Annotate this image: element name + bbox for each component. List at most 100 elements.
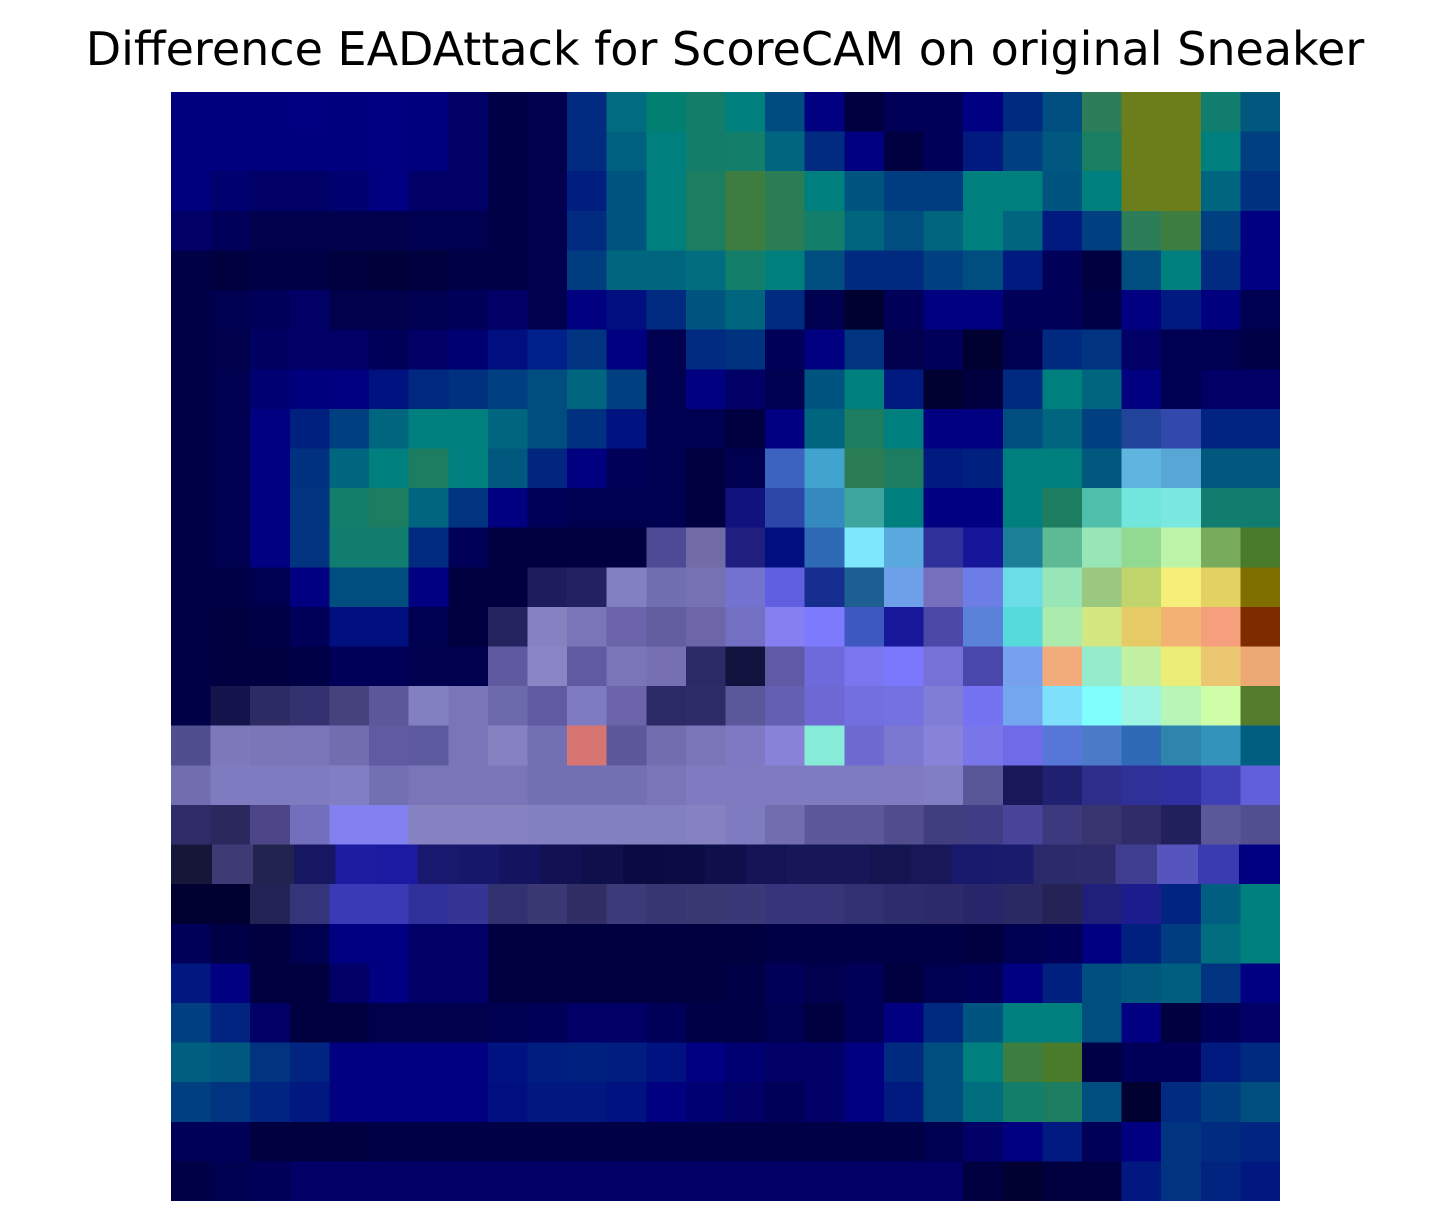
heatmap-cell-r27-c9 [527,1161,568,1201]
heatmap-cell-r23-c12 [646,1002,687,1044]
heatmap-cell-r16-c21 [1002,725,1043,766]
heatmap-cell-r23-c18 [883,1002,925,1044]
heatmap-cell-r9-c18 [883,448,925,489]
heatmap-cell-r6-c6 [408,329,449,370]
heatmap-cell-r13-c10 [567,606,608,648]
heatmap-cell-r24-c10 [567,1042,608,1083]
heatmap-cell-r4-c21 [1002,250,1043,291]
heatmap-cell-r26-c0 [171,1121,212,1162]
heatmap-cell-r4-c9 [527,250,568,291]
heatmap-cell-r9-c4 [329,448,370,489]
heatmap-cell-r6-c19 [923,329,964,370]
heatmap-cell-r0-c13 [685,92,727,133]
heatmap-cell-r9-c24 [1121,448,1162,489]
heatmap-cell-r25-c7 [448,1082,489,1123]
heatmap-cell-r23-c25 [1161,1002,1202,1044]
heatmap-cell-r3-c6 [408,210,449,252]
heatmap-cell-r26-c24 [1121,1121,1162,1162]
heatmap-cell-r25-c1 [210,1082,251,1123]
heatmap-cell-r9-c5 [369,448,410,489]
heatmap-cell-r15-c9 [527,686,568,727]
heatmap-cell-r1-c23 [1081,131,1123,172]
heatmap-cell-r6-c8 [487,329,529,370]
heatmap-cell-r25-c18 [883,1082,925,1123]
heatmap-cell-r15-c7 [448,686,489,727]
heatmap-cell-r15-c23 [1081,686,1123,727]
heatmap-cell-r4-c4 [329,250,370,291]
heatmap-cell-r4-c0 [171,250,212,291]
heatmap-cell-r6-c27 [1240,329,1280,370]
heatmap-cell-r16-c24 [1121,725,1162,766]
heatmap-cell-r0-c12 [646,92,687,133]
heatmap-plot [171,92,1280,1201]
heatmap-cell-r11-c11 [606,527,647,568]
heatmap-cell-r3-c1 [210,210,251,252]
heatmap-cell-r17-c12 [646,765,687,806]
heatmap-cell-r14-c0 [171,646,212,687]
heatmap-cell-r2-c26 [1200,171,1241,212]
heatmap-cell-r16-c13 [685,725,727,766]
heatmap-cell-r25-c4 [329,1082,370,1123]
heatmap-cell-r15-c20 [963,686,1004,727]
heatmap-cell-r18-c25 [1161,804,1202,846]
heatmap-cell-r10-c10 [567,488,608,529]
heatmap-cell-r24-c22 [1042,1042,1083,1083]
heatmap-cell-r1-c15 [765,131,806,172]
heatmap-cell-r25-c22 [1042,1082,1083,1123]
heatmap-cell-r18-c11 [606,804,647,846]
heatmap-cell-r18-c2 [250,804,291,846]
heatmap-cell-r0-c8 [487,92,529,133]
heatmap-cell-r25-c10 [567,1082,608,1123]
heatmap-cell-r9-c20 [963,448,1004,489]
heatmap-cell-r24-c16 [804,1042,845,1083]
heatmap-cell-r0-c14 [725,92,766,133]
heatmap-cell-r19-c22 [1074,844,1117,885]
heatmap-cell-r27-c20 [963,1161,1004,1201]
heatmap-cell-r18-c21 [1002,804,1043,846]
heatmap-cell-r14-c27 [1240,646,1280,687]
heatmap-cell-r13-c6 [408,606,449,648]
heatmap-cell-r13-c21 [1002,606,1043,648]
heatmap-cell-r11-c2 [250,527,291,568]
heatmap-cell-r12-c15 [765,567,806,608]
heatmap-cell-r19-c24 [1156,844,1199,885]
heatmap-cell-r25-c8 [487,1082,529,1123]
heatmap-cell-r16-c3 [289,725,331,766]
heatmap-cell-r5-c20 [963,290,1004,331]
heatmap-cell-r22-c19 [923,963,964,1004]
heatmap-cell-r0-c2 [250,92,291,133]
heatmap-cell-r1-c5 [369,131,410,172]
heatmap-cell-r4-c25 [1161,250,1202,291]
heatmap-cell-r15-c17 [844,686,885,727]
heatmap-cell-r15-c24 [1121,686,1162,727]
heatmap-cell-r8-c15 [765,408,806,450]
heatmap-cell-r24-c4 [329,1042,370,1083]
heatmap-cell-r24-c21 [1002,1042,1043,1083]
heatmap-cell-r25-c23 [1081,1082,1123,1123]
heatmap-cell-r6-c20 [963,329,1004,370]
heatmap-cell-r26-c10 [567,1121,608,1162]
heatmap-cell-r20-c23 [1081,884,1123,925]
heatmap-cell-r21-c23 [1081,923,1123,964]
heatmap-cell-r19-c4 [335,844,377,885]
heatmap-cell-r14-c5 [369,646,410,687]
heatmap-cell-r26-c4 [329,1121,370,1162]
heatmap-cell-r3-c10 [567,210,608,252]
heatmap-cell-r16-c8 [487,725,529,766]
heatmap-cell-r14-c13 [685,646,727,687]
heatmap-cell-r12-c16 [804,567,845,608]
heatmap-cell-r27-c11 [606,1161,647,1201]
heatmap-cell-r21-c13 [685,923,727,964]
heatmap-cell-r15-c26 [1200,686,1241,727]
heatmap-cell-r1-c0 [171,131,212,172]
heatmap-cell-r21-c8 [487,923,529,964]
heatmap-cell-r12-c3 [289,567,331,608]
heatmap-cell-r25-c15 [765,1082,806,1123]
heatmap-cell-r18-c0 [171,804,212,846]
heatmap-cell-r3-c8 [487,210,529,252]
heatmap-cell-r25-c2 [250,1082,291,1123]
heatmap-cell-r14-c15 [765,646,806,687]
heatmap-cell-r0-c7 [448,92,489,133]
heatmap-cell-r2-c13 [685,171,727,212]
heatmap-cell-r11-c22 [1042,527,1083,568]
